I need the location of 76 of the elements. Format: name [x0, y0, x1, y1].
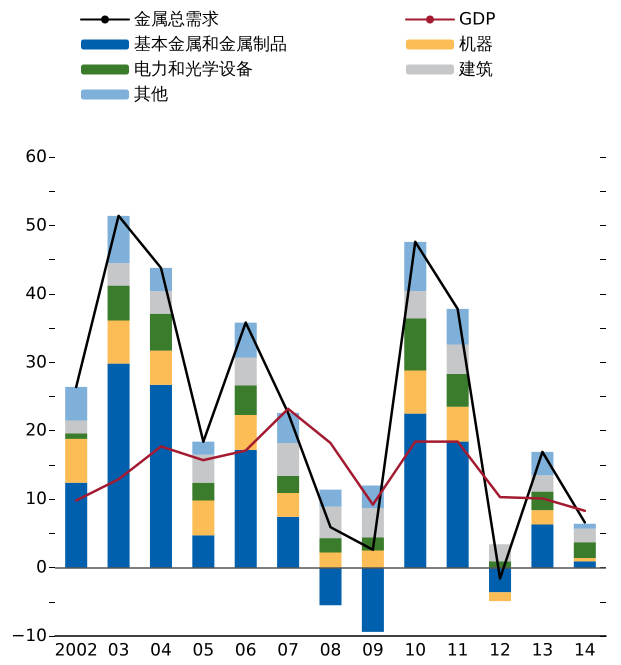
bar	[192, 500, 214, 536]
bar	[531, 475, 554, 492]
bar	[404, 370, 426, 414]
x-tick-label: 05	[192, 640, 214, 660]
legend-label: 机器	[459, 34, 493, 54]
x-tick-label: 12	[489, 640, 511, 660]
bar	[234, 450, 257, 568]
bar	[234, 386, 257, 415]
bar	[108, 286, 130, 321]
bar	[362, 550, 384, 568]
bar	[65, 438, 88, 483]
legend-label: GDP	[459, 10, 496, 30]
bar	[65, 420, 88, 434]
legend-label: 电力和光学设备	[134, 60, 253, 80]
y-tick-label: 0	[36, 558, 47, 578]
legend-label: 基本金属和金属制品	[134, 34, 287, 54]
bar	[319, 490, 342, 507]
bar	[108, 364, 130, 568]
legend-label: 金属总需求	[134, 10, 219, 30]
x-tick-label: 04	[150, 640, 172, 660]
bar	[574, 528, 596, 542]
y-tick-label: 30	[25, 352, 47, 372]
bar	[404, 318, 426, 370]
x-tick-label: 07	[277, 640, 299, 660]
x-tick-label: 10	[404, 640, 426, 660]
y-tick-label: 50	[25, 215, 47, 236]
bar	[319, 538, 342, 553]
bar	[362, 568, 384, 632]
y-tick-label: 10	[25, 489, 47, 510]
bar	[234, 357, 257, 386]
bar	[192, 442, 214, 455]
bar	[277, 516, 300, 568]
bar	[404, 414, 426, 568]
line-series	[74, 214, 586, 580]
x-tick-label: 2002	[54, 640, 98, 660]
bar	[574, 524, 596, 529]
bar	[150, 314, 172, 351]
legend-label: 其他	[134, 84, 168, 104]
bar	[574, 561, 596, 568]
bar	[277, 492, 300, 517]
y-tick-label: 20	[25, 420, 47, 441]
bar	[65, 386, 88, 420]
bar	[65, 482, 88, 568]
x-tick-label: 11	[446, 640, 468, 660]
bar	[234, 414, 257, 450]
bar	[574, 542, 596, 558]
x-tick-label: 09	[362, 640, 384, 660]
bar	[319, 568, 342, 606]
y-tick-label: 60	[25, 147, 47, 167]
bar	[108, 320, 130, 364]
bar	[489, 592, 512, 602]
bar	[277, 443, 300, 476]
bar	[192, 482, 214, 501]
bar	[277, 476, 300, 493]
bar	[319, 552, 342, 568]
bar	[574, 558, 596, 562]
bar	[192, 454, 214, 483]
bar	[531, 524, 554, 568]
y-tick-label: −10	[11, 626, 47, 646]
x-tick-label: 13	[532, 640, 554, 660]
bar	[150, 384, 172, 568]
line-series	[74, 408, 586, 512]
x-tick-label: 03	[108, 640, 130, 660]
bar	[446, 374, 469, 407]
bar	[446, 406, 469, 442]
bar	[108, 263, 130, 286]
x-tick-label: 14	[574, 640, 596, 660]
bar	[192, 535, 214, 568]
x-tick-label: 06	[234, 640, 257, 660]
legend-label: 建筑	[458, 60, 493, 80]
bar	[150, 350, 172, 385]
bar	[531, 510, 554, 524]
x-tick-label: 08	[320, 640, 342, 660]
bar	[65, 433, 88, 439]
y-tick-label: 40	[25, 284, 47, 304]
bar	[446, 442, 469, 568]
